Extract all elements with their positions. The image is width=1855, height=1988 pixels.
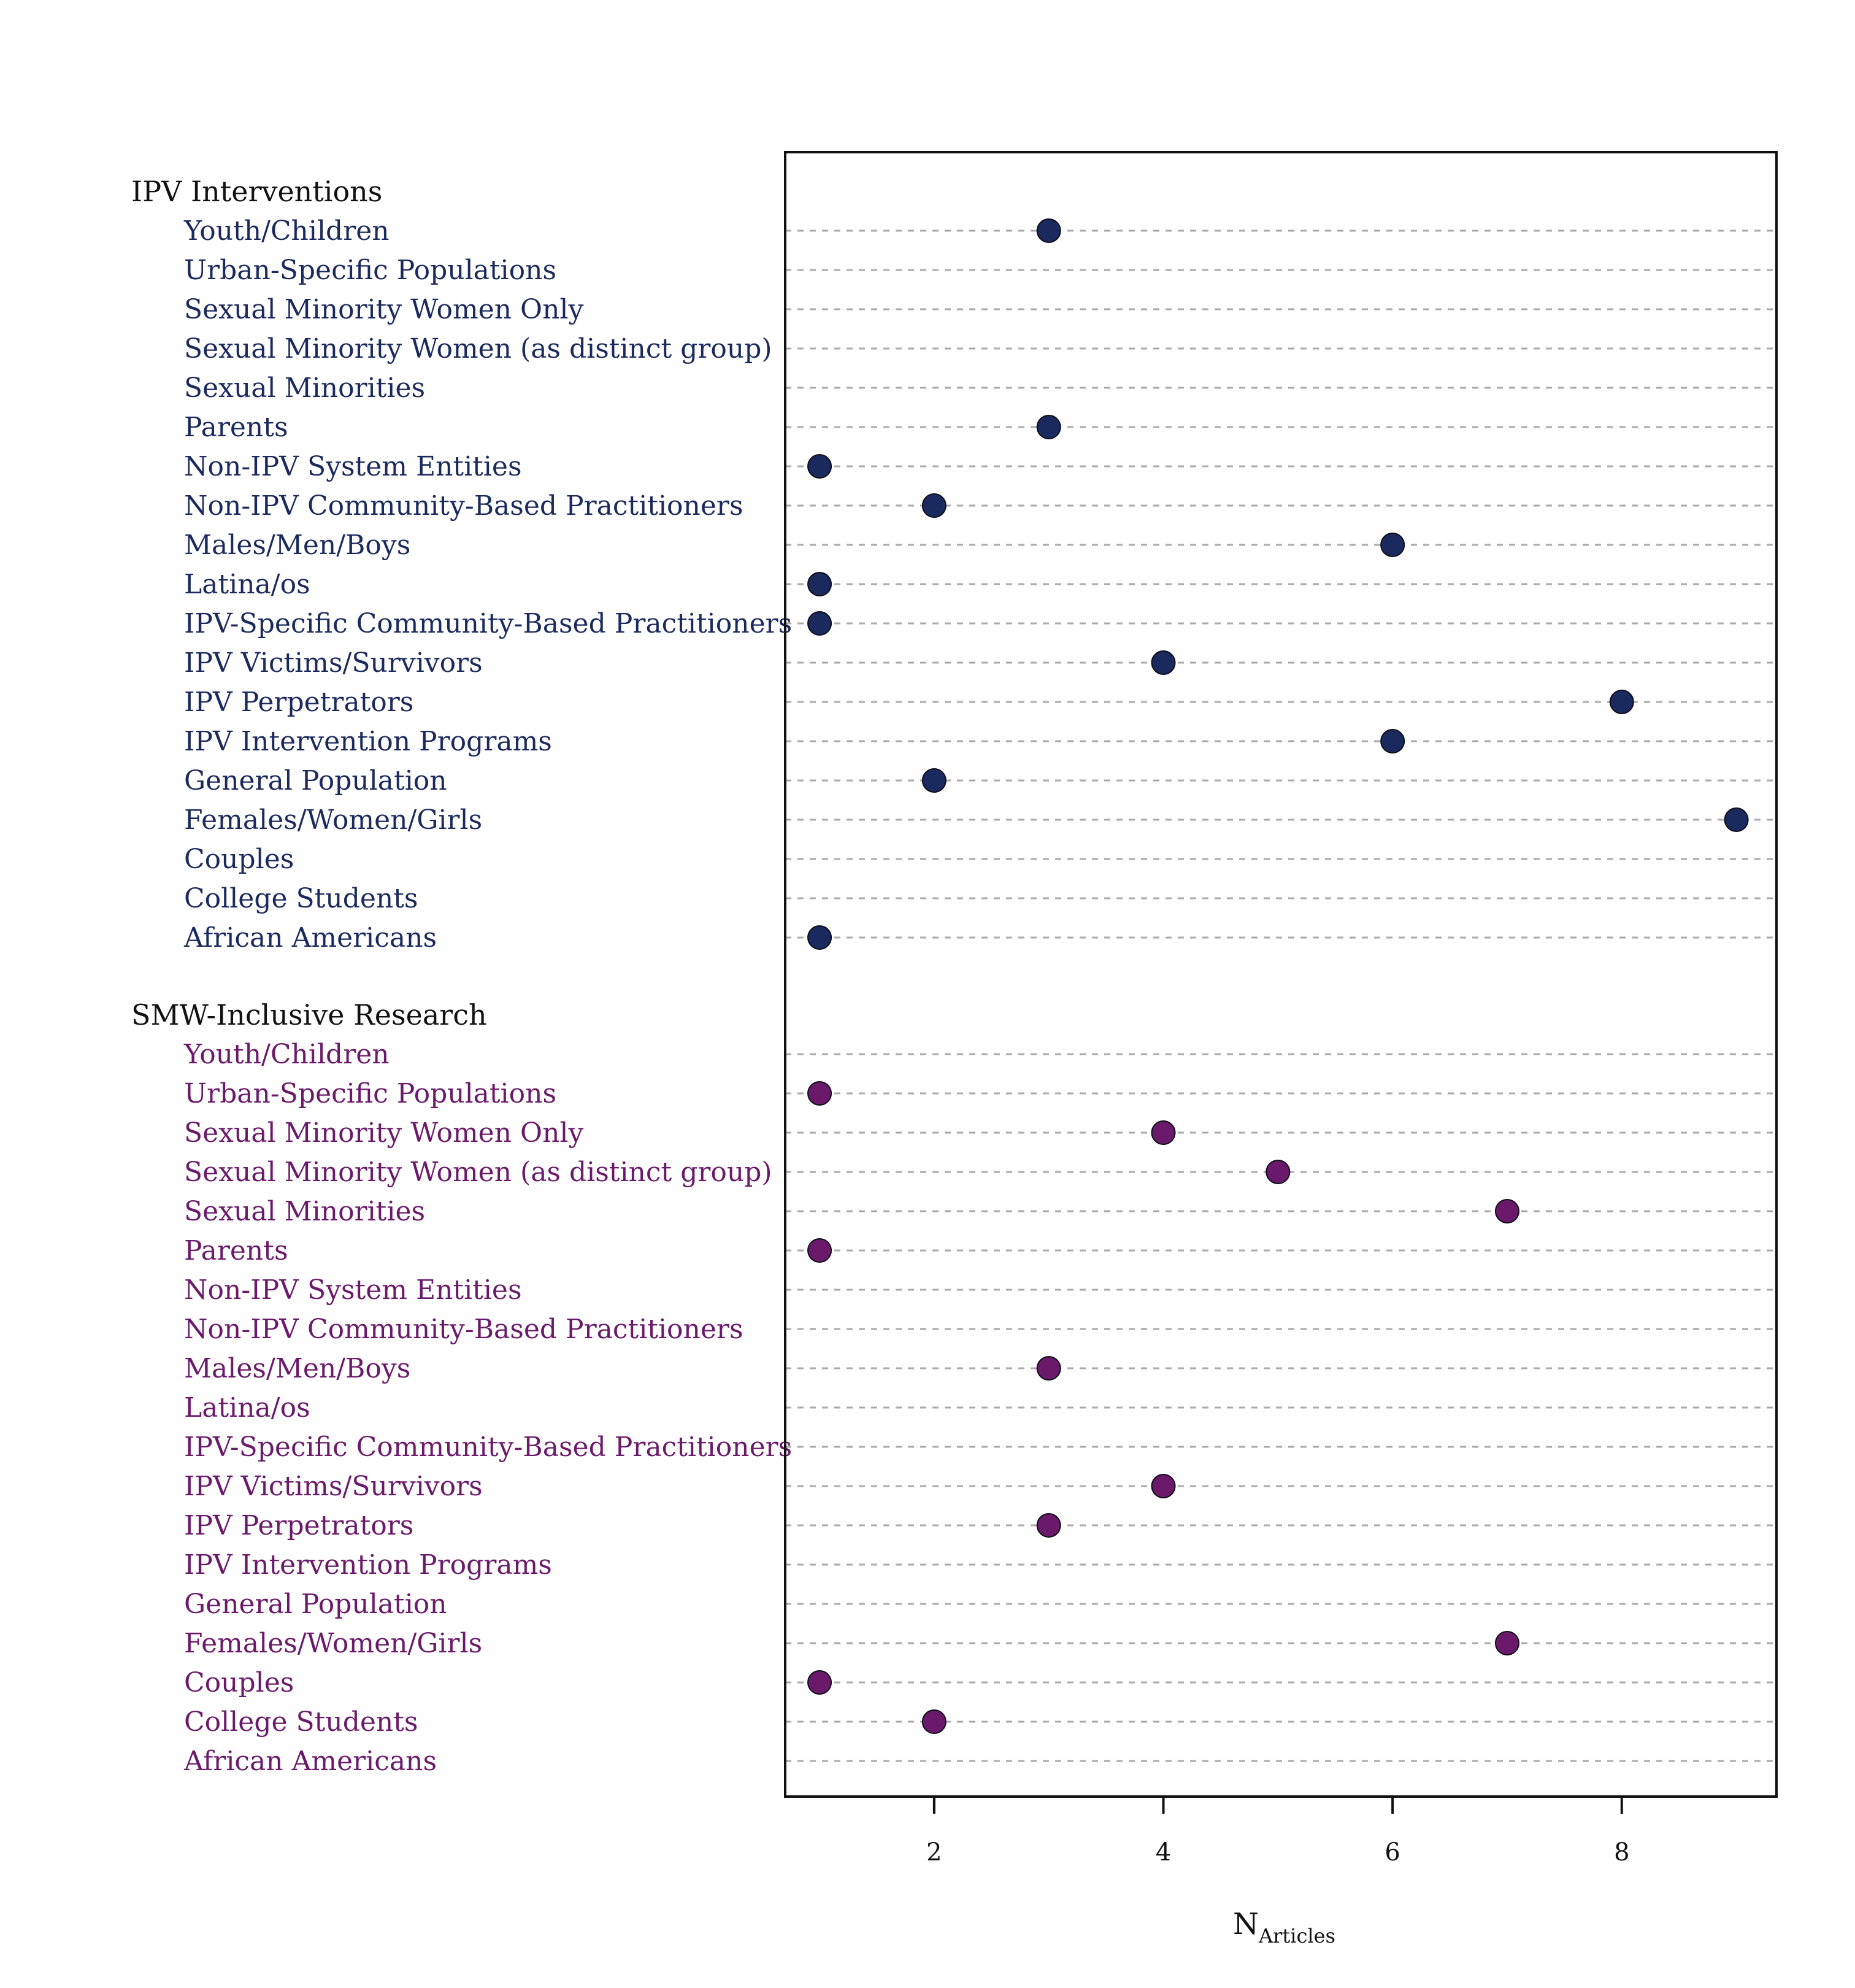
data-point — [1036, 415, 1061, 439]
data-point — [1724, 807, 1749, 832]
group-title: SMW-Inclusive Research — [131, 998, 487, 1031]
data-point — [1036, 1356, 1061, 1381]
data-point — [807, 1081, 832, 1106]
data-point — [1151, 1474, 1176, 1498]
category-label: Sexual Minority Women (as distinct group… — [184, 1157, 772, 1188]
plot-frame — [784, 151, 1778, 1798]
data-point — [1036, 218, 1061, 243]
data-point — [1609, 690, 1634, 714]
data-point — [1151, 1120, 1176, 1145]
category-label: Urban-Specific Populations — [184, 1078, 556, 1109]
category-label: Non-IPV System Entities — [184, 1274, 522, 1306]
category-label: IPV Intervention Programs — [184, 726, 552, 757]
category-label: Non-IPV Community-Based Practitioners — [184, 1314, 743, 1345]
category-label: IPV Intervention Programs — [184, 1549, 552, 1581]
category-label: Sexual Minority Women (as distinct group… — [184, 333, 772, 364]
x-axis-label-main: N — [1233, 1907, 1259, 1941]
group-title: IPV Interventions — [131, 175, 382, 208]
data-point — [807, 1670, 832, 1695]
category-label: Latina/os — [184, 569, 310, 600]
category-label: IPV Victims/Survivors — [184, 1471, 483, 1502]
x-tick-label: 6 — [1385, 1838, 1400, 1867]
category-label: IPV Victims/Survivors — [184, 647, 483, 679]
data-point — [1265, 1160, 1291, 1184]
category-label: Parents — [184, 412, 288, 443]
category-label: Non-IPV System Entities — [184, 451, 522, 482]
category-label: General Population — [184, 765, 447, 796]
data-point — [921, 493, 947, 518]
data-point — [807, 925, 832, 950]
category-label: IPV-Specific Community-Based Practitione… — [184, 608, 792, 639]
data-point — [1036, 1513, 1061, 1538]
data-point — [1494, 1199, 1519, 1223]
category-label: General Population — [184, 1589, 447, 1620]
x-tick-label: 4 — [1156, 1838, 1171, 1867]
category-label: Sexual Minority Women Only — [184, 294, 584, 325]
x-tick-label: 8 — [1614, 1838, 1629, 1867]
grid-layer — [785, 229, 1776, 1762]
category-label: Youth/Children — [183, 1039, 390, 1070]
data-point — [807, 572, 832, 596]
category-label: Sexual Minorities — [184, 372, 425, 404]
category-label: Couples — [184, 844, 294, 875]
data-point — [1494, 1631, 1519, 1655]
category-label: Sexual Minorities — [184, 1196, 425, 1227]
data-point — [921, 1709, 947, 1734]
data-point — [1380, 533, 1405, 557]
category-label: Females/Women/Girls — [184, 804, 482, 836]
category-label: Youth/Children — [183, 215, 390, 247]
x-axis-label-subscript: Articles — [1258, 1924, 1335, 1948]
category-label: African Americans — [183, 1746, 437, 1777]
x-axis: 2 4 6 8 — [926, 1797, 1630, 1867]
category-label: IPV-Specific Community-Based Practitione… — [184, 1431, 792, 1463]
data-point — [807, 611, 832, 636]
x-axis-label: NArticles — [1233, 1907, 1335, 1948]
data-point — [807, 1238, 832, 1263]
category-label: Couples — [184, 1667, 294, 1698]
category-label: Non-IPV Community-Based Practitioners — [184, 490, 743, 522]
data-point — [921, 768, 947, 793]
category-label: IPV Perpetrators — [184, 1510, 413, 1541]
x-tick-label: 2 — [926, 1838, 942, 1867]
data-point — [1151, 650, 1176, 675]
category-label: College Students — [184, 883, 418, 914]
category-label: Males/Men/Boys — [184, 1353, 410, 1384]
category-label: Latina/os — [184, 1392, 310, 1424]
category-label: IPV Perpetrators — [184, 687, 413, 718]
category-label: Parents — [184, 1235, 288, 1266]
label-layer: IPV Interventions Youth/Children Urban-Spe… — [131, 175, 792, 1777]
category-label: Males/Men/Boys — [184, 530, 410, 561]
data-point — [1380, 729, 1405, 753]
data-point — [807, 454, 832, 479]
category-label: African Americans — [183, 922, 437, 954]
point-layer — [807, 218, 1749, 1734]
category-label: Sexual Minority Women Only — [184, 1117, 584, 1149]
category-label: College Students — [184, 1706, 418, 1738]
category-label: Urban-Specific Populations — [184, 255, 556, 286]
category-label: Females/Women/Girls — [184, 1628, 482, 1659]
